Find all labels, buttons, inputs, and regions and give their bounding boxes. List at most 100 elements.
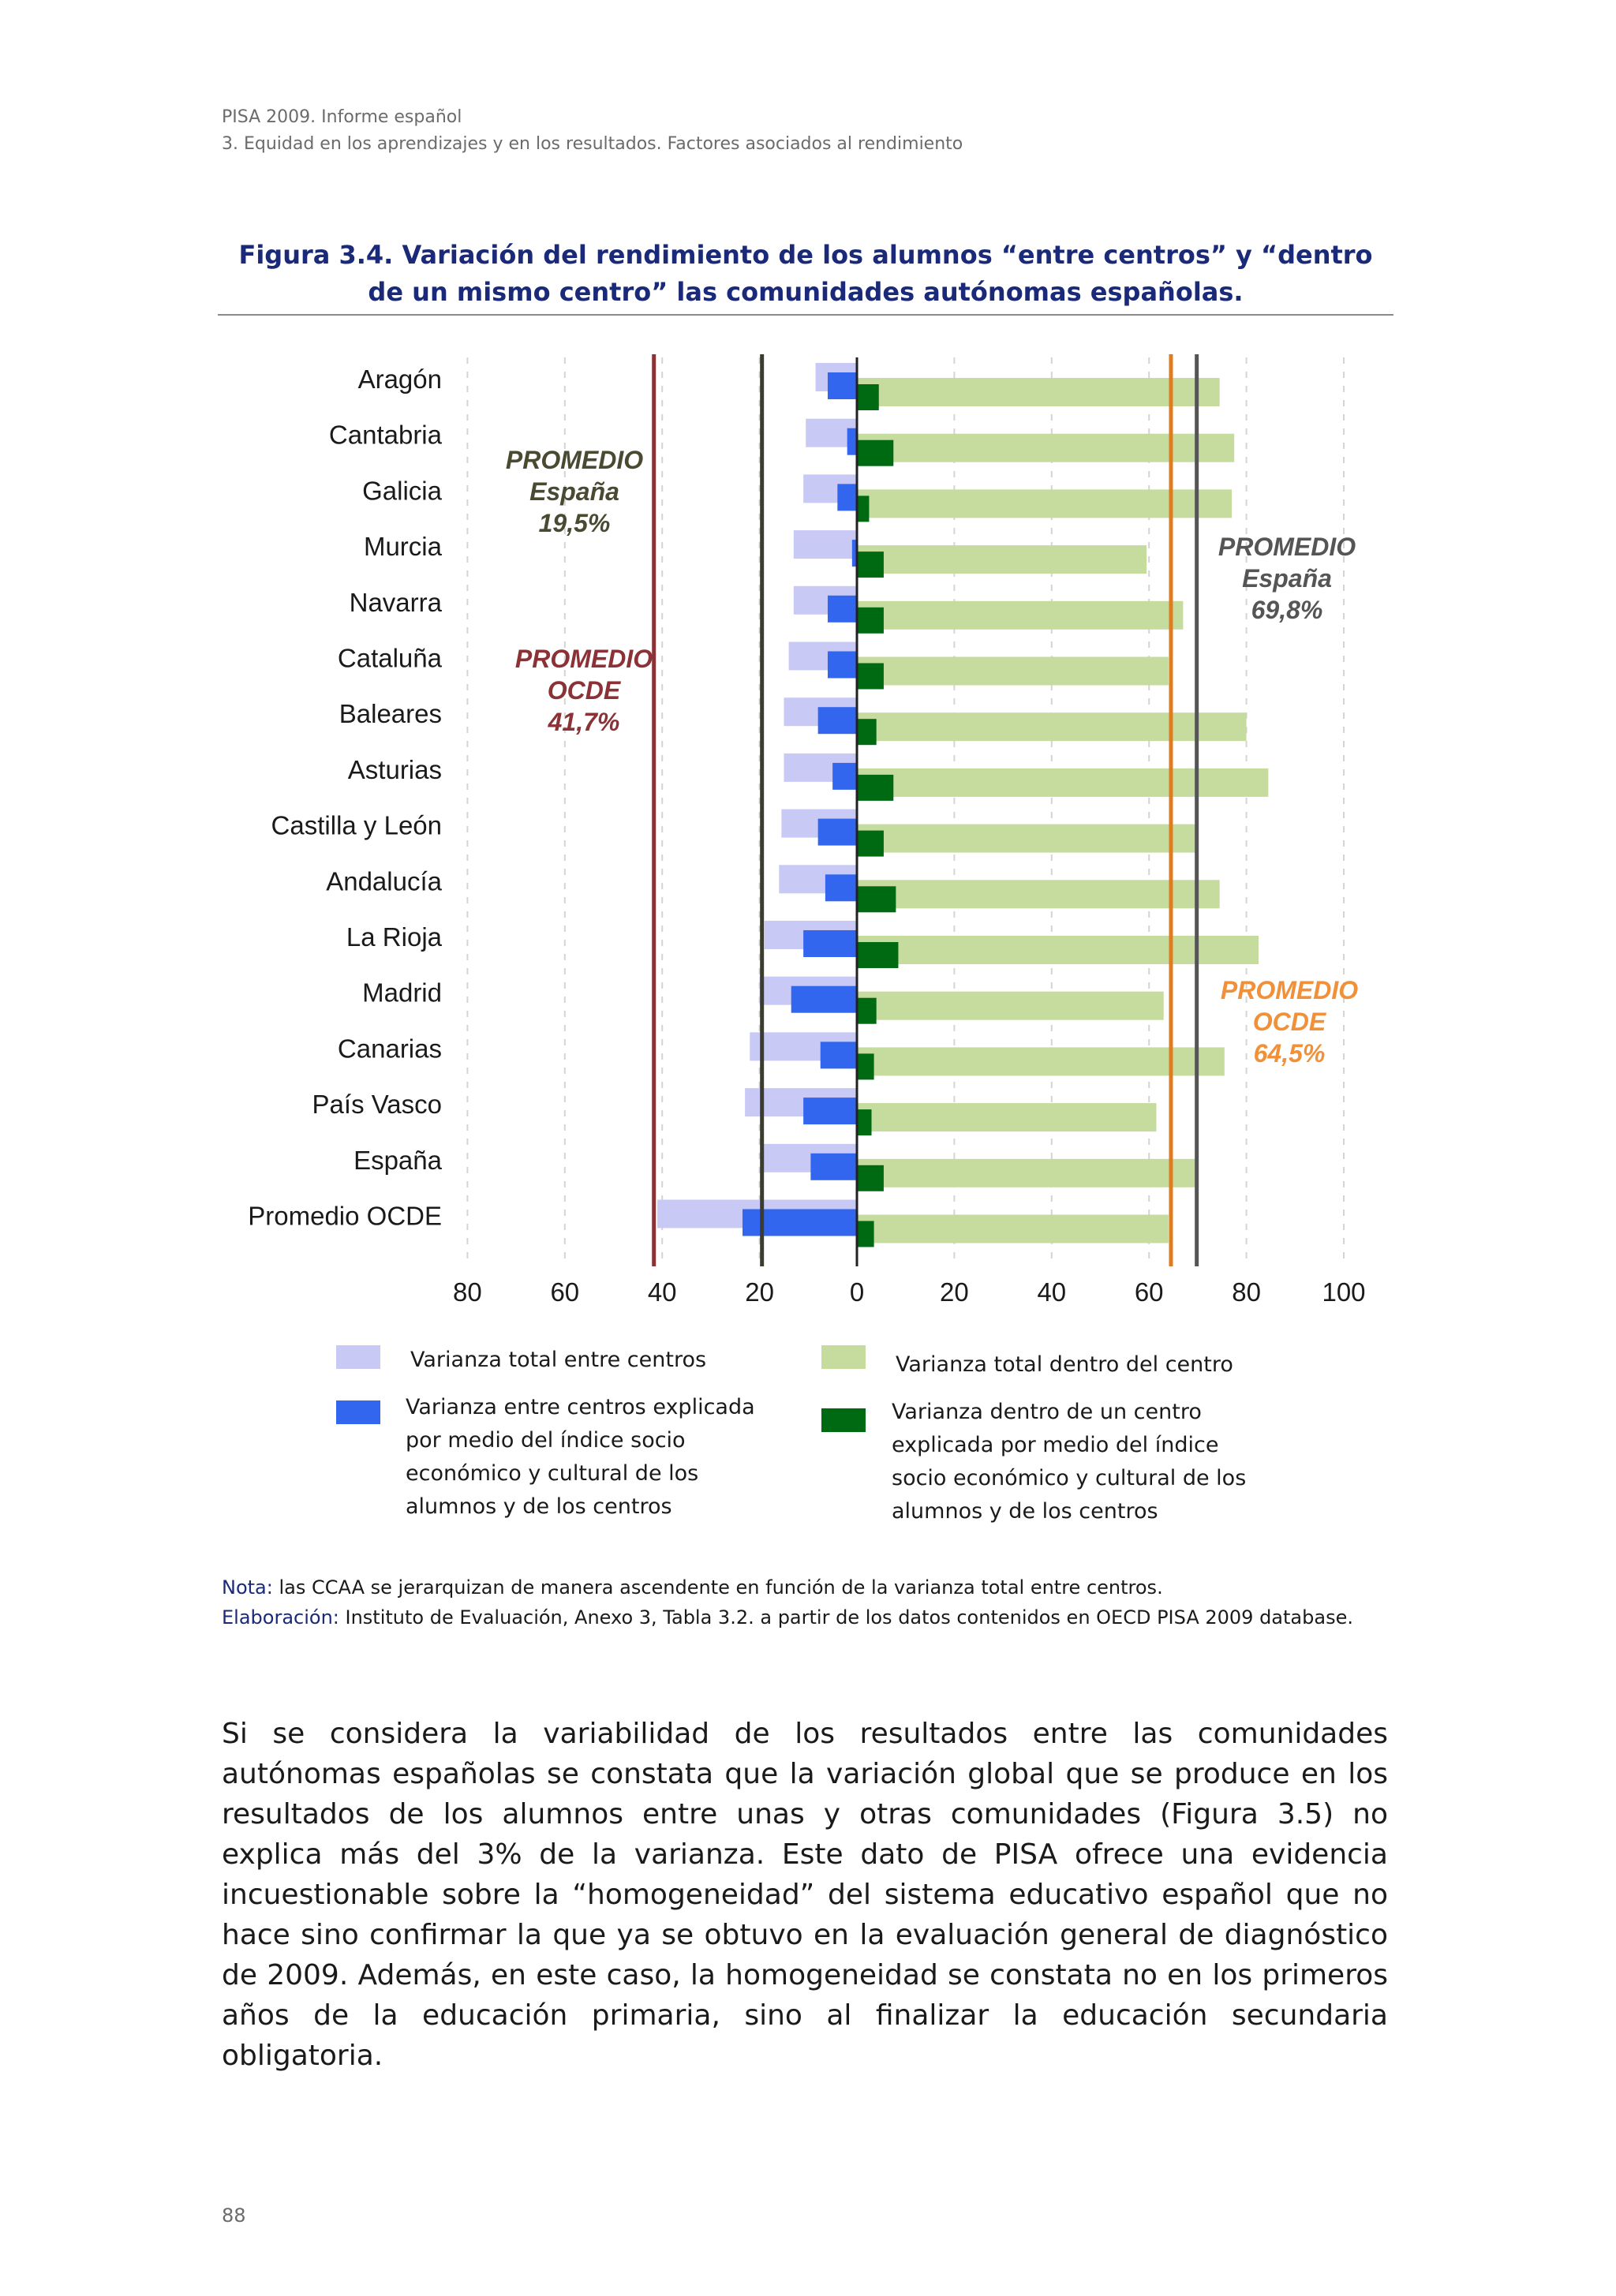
bar-explained-between [827, 651, 857, 679]
legend-label-explained-between: Varianza entre centros explicada por med… [406, 1391, 755, 1524]
bar-explained-between [743, 1209, 857, 1236]
bar-explained-within [857, 774, 894, 801]
x-tick-label: 40 [648, 1277, 677, 1307]
legend-line: económico y cultural de los [406, 1461, 699, 1486]
bar-explained-within [857, 552, 884, 578]
bar-total-within [857, 1103, 1157, 1132]
legend-label-explained-within: Varianza dentro de un centro explicada p… [892, 1396, 1246, 1528]
note-key: Nota: [222, 1576, 273, 1599]
category-labels: Aragón Cantabria Galicia Murcia Navarra Catal… [248, 365, 442, 1231]
bar-total-within [857, 1047, 1225, 1076]
annotation-text: 69,8% [1251, 596, 1323, 624]
note-line: Nota: las CCAA se jerarquizan de manera … [222, 1572, 1353, 1602]
legend-label-total-between: Varianza total entre centros [410, 1348, 707, 1372]
bar-explained-within [857, 886, 896, 913]
legend-line: Varianza dentro de un centro [892, 1400, 1202, 1424]
legend-line: alumnos y de los centros [406, 1494, 672, 1519]
x-tick-label: 80 [1232, 1277, 1261, 1307]
bar-explained-within [857, 1165, 884, 1191]
annotation-text: 64,5% [1254, 1039, 1326, 1068]
bar-explained-between [847, 428, 857, 455]
title-divider [218, 314, 1393, 316]
bar-explained-between [817, 707, 857, 735]
source-text: Instituto de Evaluación, Anexo 3, Tabla … [339, 1606, 1353, 1629]
legend-swatch-explained-between [336, 1400, 380, 1424]
category-label: País Vasco [312, 1090, 442, 1119]
category-label: Aragón [358, 365, 442, 394]
bar-explained-between [803, 930, 857, 957]
annotation-text: 19,5% [539, 509, 611, 537]
bar-total-within [857, 600, 1184, 630]
figure-notes: Nota: las CCAA se jerarquizan de manera … [222, 1572, 1353, 1632]
annotation-text: PROMEDIO [1218, 533, 1356, 561]
bar-explained-within [857, 495, 870, 522]
category-label: Promedio OCDE [248, 1202, 442, 1231]
category-label: Cantabria [329, 421, 443, 450]
figure-title: Figura 3.4. Variación del rendimiento de… [238, 240, 1373, 307]
legend-swatch-explained-within [821, 1408, 866, 1432]
legend-line: Varianza entre centros explicada [406, 1395, 755, 1419]
bar-explained-within [857, 1109, 872, 1136]
x-tick-label: 80 [453, 1277, 482, 1307]
bar-explained-between [820, 1041, 857, 1069]
bar-explained-within [857, 1221, 874, 1247]
bar-explained-between [851, 540, 857, 567]
bar-total-within [857, 1158, 1198, 1187]
bar-total-within [857, 991, 1164, 1020]
bar-explained-within [857, 1053, 874, 1080]
bar-explained-between [791, 985, 857, 1013]
bar-explained-between [825, 874, 857, 902]
bar-total-within [857, 378, 1220, 406]
bar-explained-between [827, 595, 857, 623]
bar-explained-between [837, 484, 857, 511]
variance-chart: Aragón Cantabria Galicia Murcia Navarra Catal… [248, 354, 1366, 1307]
category-label: España [354, 1146, 443, 1175]
bar-explained-within [857, 607, 884, 634]
annotation-text: OCDE [1253, 1008, 1327, 1036]
annotation-text: OCDE [548, 676, 622, 705]
category-label: Cataluña [338, 644, 443, 673]
annotation-text: PROMEDIO [515, 645, 653, 673]
annotation-text: España [1242, 564, 1332, 593]
bar-explained-within [857, 830, 884, 857]
annotations: PROMEDIO España 19,5% PROMEDIO OCDE 41,7% PROM… [506, 446, 1358, 1068]
bar-total-within [857, 824, 1198, 853]
category-label: Castilla y León [271, 811, 442, 840]
annotation-text: 41,7% [548, 708, 620, 736]
annotation-text: PROMEDIO [1221, 976, 1358, 1004]
x-tick-label: 0 [850, 1277, 864, 1307]
category-label: Galicia [362, 476, 443, 505]
bar-explained-between [827, 372, 857, 399]
category-label: La Rioja [346, 922, 443, 952]
x-tick-label: 100 [1322, 1277, 1365, 1307]
bar-total-within [857, 880, 1220, 909]
legend-swatch-total-within [821, 1345, 866, 1369]
category-label: Navarra [350, 588, 443, 617]
bars [657, 363, 1269, 1247]
category-label: Baleares [339, 699, 442, 728]
category-label: Murcia [364, 532, 443, 561]
x-tick-label: 60 [1135, 1277, 1164, 1307]
body-paragraph: Si se considera la variabilidad de los r… [222, 1718, 1388, 2072]
bar-total-within [857, 712, 1247, 742]
bar-total-within [857, 768, 1269, 797]
running-header-title: PISA 2009. Informe español [222, 107, 462, 127]
bar-explained-within [857, 719, 877, 746]
annotation-text: España [529, 477, 619, 506]
category-label: Canarias [338, 1034, 442, 1063]
bar-total-within [857, 489, 1233, 518]
bar-total-between [793, 530, 857, 559]
x-tick-label: 60 [550, 1277, 579, 1307]
note-text: las CCAA se jerarquizan de manera ascend… [272, 1576, 1163, 1599]
source-key: Elaboración: [222, 1606, 339, 1629]
source-line: Elaboración: Instituto de Evaluación, An… [222, 1602, 1353, 1632]
x-tick-label: 20 [940, 1277, 969, 1307]
category-label: Andalucía [326, 866, 442, 896]
bar-total-within [857, 656, 1169, 686]
bar-explained-between [817, 818, 857, 846]
bar-total-within [857, 545, 1147, 574]
legend-line: alumnos y de los centros [892, 1499, 1158, 1524]
bar-total-within [857, 433, 1235, 462]
category-label: Asturias [348, 755, 442, 784]
bar-explained-between [832, 762, 857, 790]
